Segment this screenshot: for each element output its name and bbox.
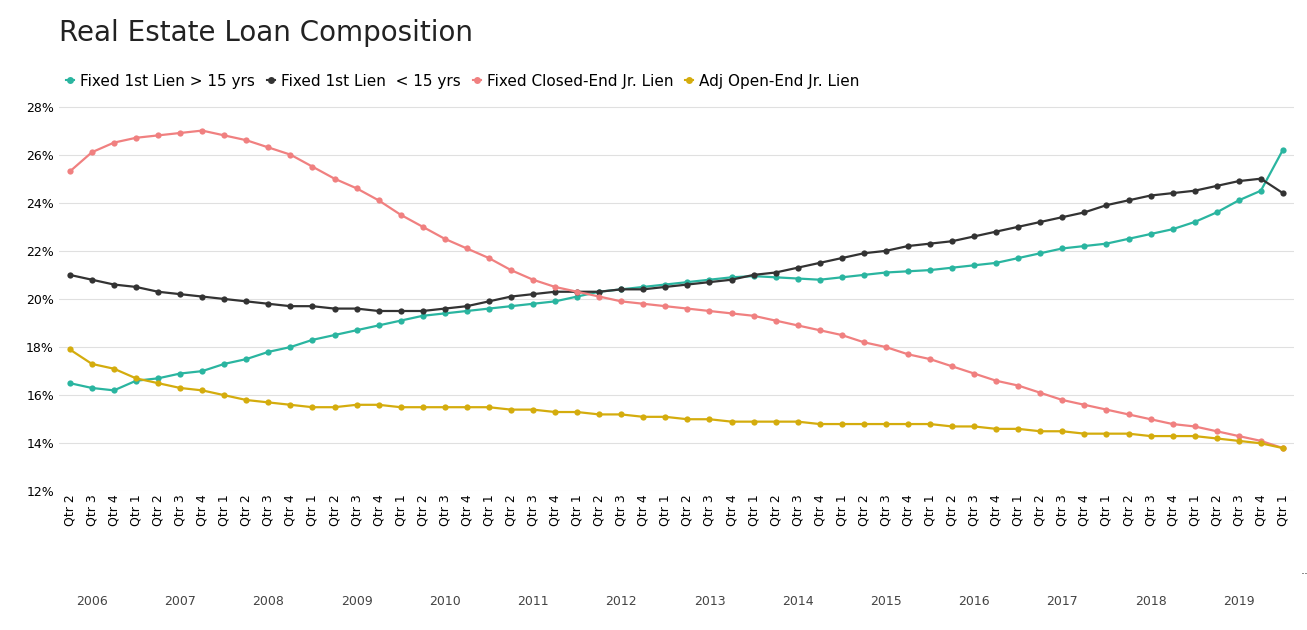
Fixed 1st Lien > 15 yrs (84, 384, 99, 392)
Adj Open-End Jr. Lien (856, 420, 872, 428)
Fixed Closed-End Jr. Lien (525, 276, 541, 284)
Fixed 1st Lien  < 15 yrs (525, 290, 541, 298)
Text: 2010: 2010 (429, 595, 460, 608)
Fixed 1st Lien  < 15 yrs (61, 271, 77, 278)
Fixed 1st Lien > 15 yrs (525, 300, 541, 307)
Fixed 1st Lien > 15 yrs (106, 387, 122, 394)
Fixed 1st Lien  < 15 yrs (1276, 190, 1291, 197)
Adj Open-End Jr. Lien (812, 420, 827, 428)
Fixed 1st Lien  < 15 yrs (767, 269, 783, 277)
Fixed 1st Lien  < 15 yrs (1253, 175, 1269, 183)
Fixed Closed-End Jr. Lien (834, 331, 850, 339)
Fixed 1st Lien > 15 yrs (61, 379, 77, 387)
Fixed 1st Lien > 15 yrs (1276, 146, 1291, 154)
Text: 2013: 2013 (694, 595, 725, 608)
Text: 2016: 2016 (958, 595, 989, 608)
Text: 2017: 2017 (1047, 595, 1078, 608)
Adj Open-End Jr. Lien (503, 406, 519, 413)
Line: Fixed Closed-End Jr. Lien: Fixed Closed-End Jr. Lien (67, 127, 1286, 451)
Fixed 1st Lien  < 15 yrs (371, 307, 387, 315)
Adj Open-End Jr. Lien (746, 418, 762, 425)
Adj Open-End Jr. Lien (988, 425, 1004, 433)
Adj Open-End Jr. Lien (61, 346, 77, 353)
Line: Fixed 1st Lien  < 15 yrs: Fixed 1st Lien < 15 yrs (67, 176, 1286, 314)
Text: 2006: 2006 (76, 595, 107, 608)
Fixed Closed-End Jr. Lien (1276, 444, 1291, 452)
Adj Open-End Jr. Lien (84, 360, 99, 368)
Text: 2019: 2019 (1223, 595, 1255, 608)
Fixed 1st Lien > 15 yrs (767, 273, 783, 281)
Text: 2015: 2015 (870, 595, 902, 608)
Text: 2018: 2018 (1134, 595, 1166, 608)
Fixed 1st Lien  < 15 yrs (834, 255, 850, 262)
Text: ...: ... (1300, 564, 1307, 576)
Text: 2007: 2007 (165, 595, 196, 608)
Fixed Closed-End Jr. Lien (61, 168, 77, 175)
Text: 2009: 2009 (341, 595, 372, 608)
Legend: Fixed 1st Lien > 15 yrs, Fixed 1st Lien  < 15 yrs, Fixed Closed-End Jr. Lien, Ad: Fixed 1st Lien > 15 yrs, Fixed 1st Lien … (67, 74, 860, 89)
Text: 2011: 2011 (518, 595, 549, 608)
Fixed 1st Lien > 15 yrs (878, 269, 894, 277)
Line: Fixed 1st Lien > 15 yrs: Fixed 1st Lien > 15 yrs (67, 147, 1286, 394)
Fixed Closed-End Jr. Lien (1010, 382, 1026, 389)
Text: 2012: 2012 (605, 595, 637, 608)
Line: Adj Open-End Jr. Lien: Adj Open-End Jr. Lien (67, 346, 1286, 451)
Fixed Closed-End Jr. Lien (84, 149, 99, 156)
Fixed 1st Lien > 15 yrs (834, 273, 850, 281)
Text: 2008: 2008 (252, 595, 285, 608)
Fixed 1st Lien  < 15 yrs (878, 247, 894, 255)
Text: Real Estate Loan Composition: Real Estate Loan Composition (59, 19, 473, 47)
Fixed 1st Lien  < 15 yrs (84, 276, 99, 284)
Text: 2014: 2014 (782, 595, 813, 608)
Fixed Closed-End Jr. Lien (195, 127, 210, 134)
Fixed Closed-End Jr. Lien (767, 317, 783, 324)
Fixed 1st Lien > 15 yrs (1010, 255, 1026, 262)
Fixed 1st Lien  < 15 yrs (1010, 223, 1026, 231)
Adj Open-End Jr. Lien (1276, 444, 1291, 452)
Fixed Closed-End Jr. Lien (878, 343, 894, 351)
